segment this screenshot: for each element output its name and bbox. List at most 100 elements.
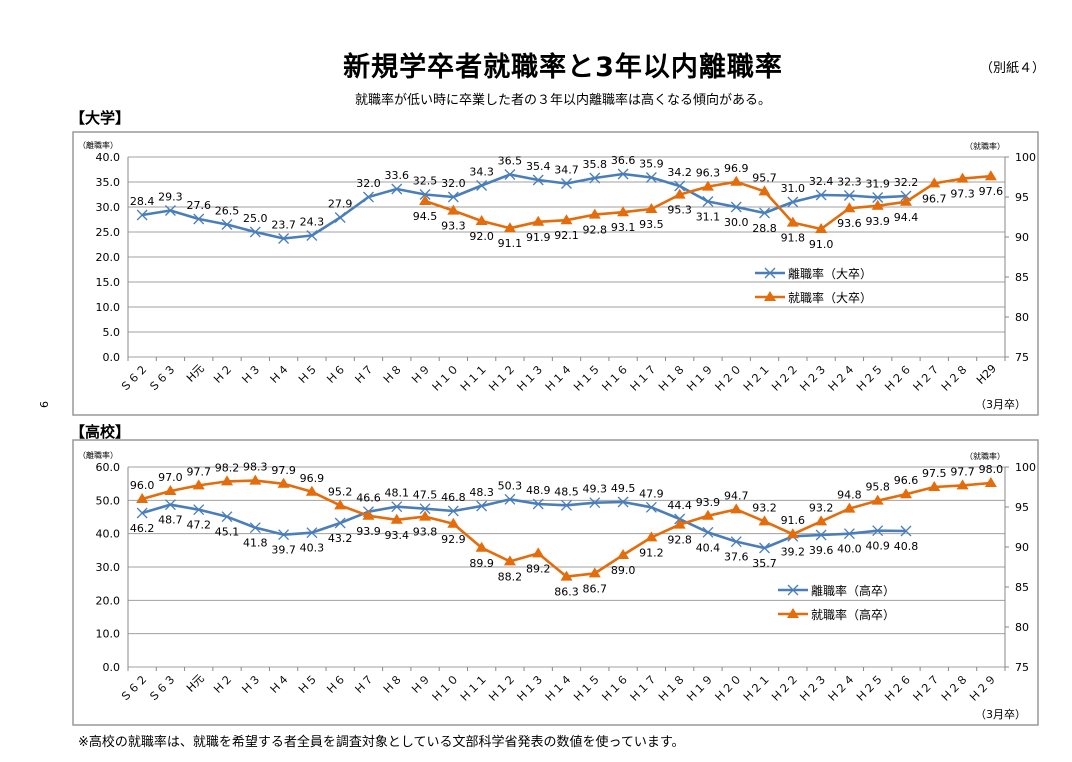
x-tick-label: Ｈ８ — [380, 362, 405, 387]
x-tick-label: Ｈ２１ — [740, 362, 773, 395]
data-point-x — [872, 192, 884, 203]
data-label: 31.9 — [865, 178, 890, 191]
x-tick-label: Ｈ１１ — [457, 672, 490, 705]
data-point-x — [306, 527, 318, 539]
data-point-x — [334, 517, 346, 529]
data-point-x — [702, 196, 714, 207]
data-point-triangle — [362, 509, 375, 520]
legend-label-0: 離職率（大卒） — [788, 266, 872, 281]
data-label: 27.6 — [186, 199, 211, 212]
data-point-x — [164, 499, 176, 511]
x-tick-label: Ｈ１４ — [542, 362, 575, 395]
section-label-university: 【大学】 — [70, 109, 131, 127]
data-point-x — [759, 207, 770, 219]
data-label: 40.0 — [837, 543, 862, 556]
data-point-triangle — [899, 195, 912, 206]
data-label: 93.5 — [639, 218, 664, 231]
data-point-x — [787, 196, 799, 208]
x-tick-label: Ｓ６３ — [146, 672, 179, 705]
data-point-triangle — [475, 215, 488, 225]
chart-frame — [72, 439, 1039, 726]
x-tick-label: Ｈ２７ — [910, 672, 943, 705]
data-point-x — [249, 522, 261, 534]
data-point-triangle — [447, 204, 460, 215]
data-point-triangle — [164, 485, 177, 495]
data-point-x — [843, 528, 855, 540]
x-tick-label: Ｈ９ — [408, 672, 433, 697]
x-tick-label: Ｈ２２ — [768, 362, 801, 395]
data-label: 93.9 — [865, 215, 890, 228]
data-point-x — [419, 503, 431, 515]
x-tick-label: Ｈ２４ — [825, 672, 858, 705]
data-point-triangle — [249, 474, 262, 485]
data-label: 97.9 — [271, 464, 296, 477]
x-tick-label: Ｈ３ — [239, 362, 264, 387]
data-point-x — [447, 505, 459, 517]
data-label: 40.4 — [696, 541, 721, 554]
right-tick-label: 85 — [1015, 581, 1029, 594]
legend-label-1: 就職率（高卒） — [811, 607, 895, 622]
data-label: 93.2 — [809, 501, 834, 514]
data-label: 35.9 — [639, 158, 664, 171]
left-tick-label: 30.0 — [96, 201, 121, 214]
data-label: 94.4 — [894, 211, 919, 224]
data-label: 50.3 — [498, 479, 523, 492]
data-label: 37.6 — [724, 551, 749, 564]
x-tick-label: Ｈ４ — [267, 362, 292, 387]
data-label: 91.6 — [781, 514, 806, 527]
data-label: 32.3 — [837, 176, 862, 189]
data-point-triangle — [588, 567, 601, 578]
left-tick-label: 40.0 — [96, 151, 121, 164]
data-point-x — [561, 499, 572, 511]
data-point-triangle — [928, 481, 941, 491]
x-tick-label: Ｈ２６ — [882, 672, 915, 705]
data-label: 41.8 — [243, 537, 268, 550]
data-point-triangle — [617, 206, 630, 217]
data-label: 97.7 — [186, 465, 211, 478]
data-point-triangle — [305, 485, 318, 496]
data-label: 28.8 — [752, 222, 777, 235]
data-point-triangle — [136, 493, 149, 503]
data-point-x — [589, 172, 601, 184]
data-point-triangle — [956, 172, 969, 183]
data-point-triangle — [419, 195, 432, 205]
data-label: 34.7 — [554, 164, 579, 177]
data-point-triangle — [673, 188, 686, 199]
data-point-x — [391, 501, 403, 513]
x-tick-label: Ｈ１７ — [627, 362, 660, 395]
data-point-triangle — [503, 222, 516, 233]
data-point-x — [221, 219, 233, 230]
data-label: 39.6 — [809, 544, 834, 557]
data-point-triangle — [956, 479, 969, 490]
data-point-x — [872, 525, 884, 537]
data-label: 96.6 — [894, 474, 919, 487]
left-tick-label: 50.0 — [96, 494, 121, 507]
x-tick-label: H元 — [184, 672, 207, 695]
data-point-triangle — [560, 214, 573, 225]
page-title: 新規学卒者就職率と3年以内離職率 — [343, 52, 783, 83]
data-point-triangle — [419, 510, 432, 521]
data-point-x — [447, 191, 459, 203]
x-tick-label: Ｈ２７ — [910, 362, 943, 395]
x-tick-label: Ｓ６２ — [118, 672, 151, 705]
left-tick-label: 20.0 — [96, 251, 121, 264]
data-label: 46.6 — [356, 492, 381, 505]
left-tick-label: 10.0 — [96, 628, 121, 641]
subtitle: 就職率が低い時に卒業した者の３年以内離職率は高くなる傾向がある。 — [354, 93, 771, 108]
x-tick-label: Ｈ１９ — [684, 362, 717, 395]
data-label: 93.1 — [611, 221, 636, 234]
data-label: 25.0 — [243, 212, 268, 225]
chart-0: 0.0 5.0 10.0 15.0 20.0 25.0 30.0 35.0 40.0 75 80 85… — [72, 131, 1039, 416]
x-tick-label: Ｈ２５ — [853, 362, 886, 395]
data-label: 44.4 — [667, 499, 692, 512]
data-point-triangle — [871, 199, 884, 210]
data-label: 35.4 — [526, 160, 551, 173]
data-label: 46.8 — [441, 491, 466, 504]
x-tick-label: Ｈ１２ — [486, 672, 519, 705]
left-tick-label: 5.0 — [103, 326, 121, 339]
x-tick-label: Ｈ１１ — [457, 362, 490, 395]
left-tick-label: 20.0 — [96, 594, 121, 607]
data-label: 96.7 — [922, 192, 947, 205]
data-label: 48.7 — [158, 514, 183, 527]
data-label: 86.7 — [583, 582, 608, 595]
